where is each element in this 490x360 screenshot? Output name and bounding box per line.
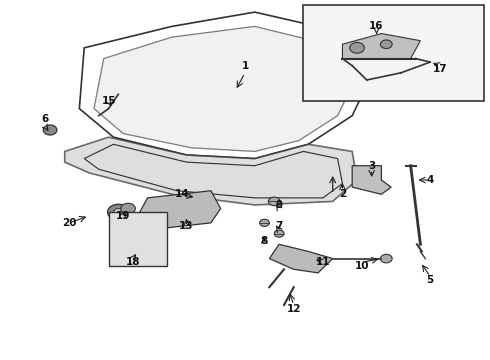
Text: 4: 4 xyxy=(426,175,434,185)
Text: 13: 13 xyxy=(179,221,194,231)
Text: 16: 16 xyxy=(369,21,384,31)
Text: 20: 20 xyxy=(62,218,77,228)
Circle shape xyxy=(380,40,392,49)
Polygon shape xyxy=(343,33,420,59)
Circle shape xyxy=(108,204,129,220)
Text: 12: 12 xyxy=(287,303,301,314)
Circle shape xyxy=(121,203,135,214)
Circle shape xyxy=(269,197,280,206)
Text: 19: 19 xyxy=(116,211,130,221)
Text: 2: 2 xyxy=(339,189,346,199)
Text: 7: 7 xyxy=(275,221,283,231)
Circle shape xyxy=(380,254,392,263)
Polygon shape xyxy=(65,137,357,205)
Text: 9: 9 xyxy=(275,200,283,210)
Polygon shape xyxy=(138,191,220,230)
Polygon shape xyxy=(270,244,333,273)
Circle shape xyxy=(274,230,284,237)
Text: 15: 15 xyxy=(101,96,116,107)
Text: 1: 1 xyxy=(242,61,248,71)
Text: 10: 10 xyxy=(355,261,369,271)
Text: 5: 5 xyxy=(426,275,434,285)
Circle shape xyxy=(350,42,365,53)
Text: 17: 17 xyxy=(433,64,447,74)
Text: 8: 8 xyxy=(261,236,268,246)
Circle shape xyxy=(114,208,123,216)
Text: 3: 3 xyxy=(368,161,375,171)
Text: 14: 14 xyxy=(174,189,189,199)
Text: 6: 6 xyxy=(42,114,49,124)
Polygon shape xyxy=(94,26,362,152)
Circle shape xyxy=(260,219,270,226)
Bar xyxy=(303,5,484,102)
Polygon shape xyxy=(352,166,391,194)
Text: 18: 18 xyxy=(126,257,140,267)
Circle shape xyxy=(43,125,57,135)
Bar xyxy=(109,212,167,266)
Text: 11: 11 xyxy=(316,257,330,267)
